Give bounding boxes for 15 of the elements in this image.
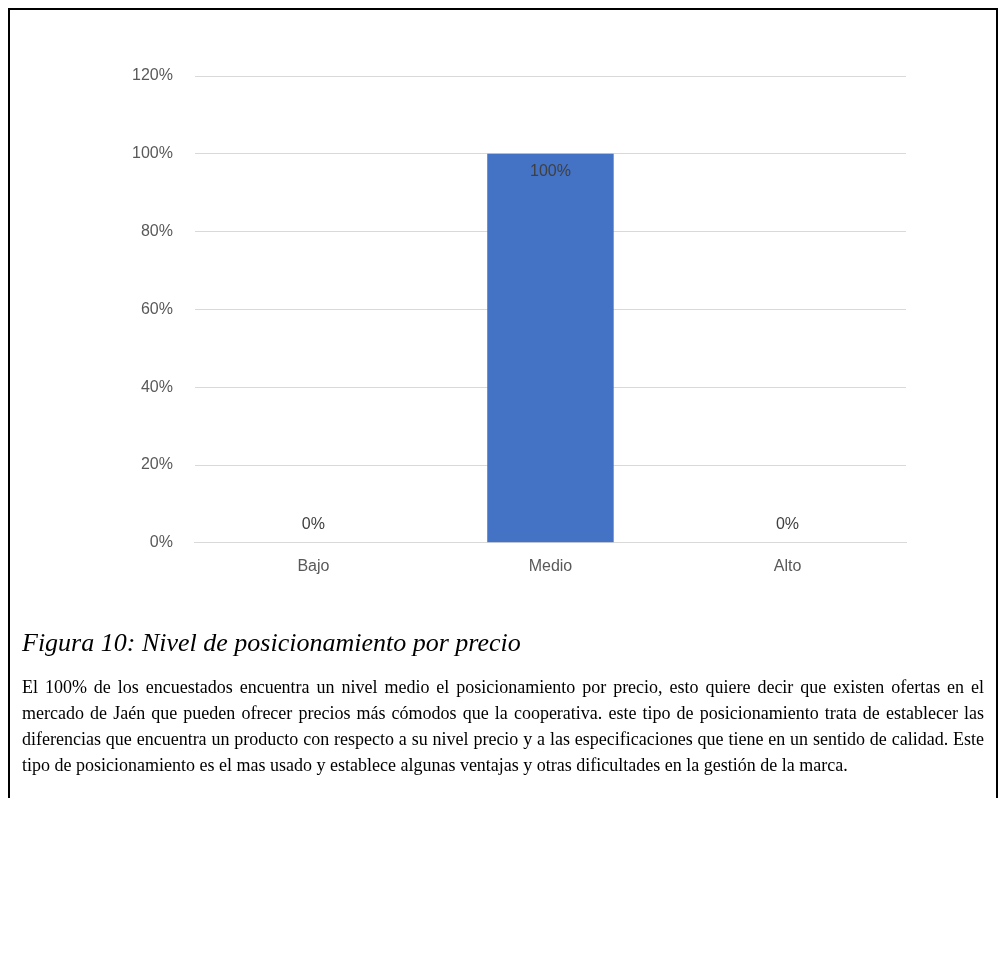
text: El 100% de los encuestados encuentra un nivel medio el posicionamiento por precio, esto quiere decir que existen ofertas en el mercado de Jaén que pueden ofrecer precios más cómodos que la cooperativa. este tipo de posicionamiento trata de establecer las diferencias que encuentra un producto con respecto a su nivel precio y a las especificaciones que tiene en un sentido de calidad. Este tipo de posicionamiento es el mas usado y establece algunas ventajas y otras dificultades en la gestión de la marca.: [21, 676, 985, 777]
y-tick-label: 80%: [140, 222, 173, 240]
y-tick-label: 100%: [132, 144, 173, 162]
x-tick-label: Alto: [773, 556, 802, 574]
y-tick-label: 0%: [149, 533, 173, 551]
data-label: 0%: [301, 515, 325, 533]
data-label: 0%: [775, 515, 800, 533]
y-tick-label: 20%: [140, 455, 173, 473]
x-tick-label: Medio: [528, 556, 573, 574]
y-tick-label: 120%: [132, 66, 173, 84]
text: Figura 10: Nivel de posicionamiento por precio: [21, 627, 522, 659]
y-tick-label: 60%: [140, 299, 173, 317]
data-label: 100%: [530, 162, 571, 180]
x-tick-label: Bajo: [297, 556, 330, 574]
y-tick-label: 40%: [140, 377, 173, 395]
